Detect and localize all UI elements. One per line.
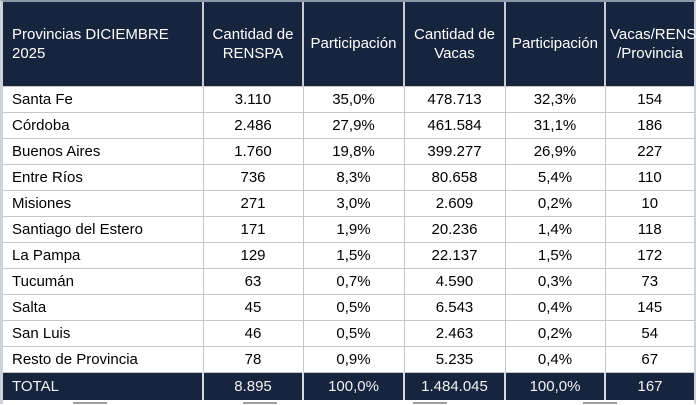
value-cell: 186 <box>605 112 694 139</box>
value-cell: 0,2% <box>505 190 606 217</box>
value-cell: 80.658 <box>404 164 506 191</box>
table-row: Salta 45 0,5% 6.543 0,4% 145 <box>3 294 694 321</box>
province-name-cell: Misiones <box>3 190 204 217</box>
table-row: Tucumán 63 0,7% 4.590 0,3% 73 <box>3 268 694 295</box>
value-cell: 46 <box>203 320 304 347</box>
value-cell: 10 <box>605 190 694 217</box>
table-row: Resto de Provincia 78 0,9% 5.235 0,4% 67 <box>3 346 694 373</box>
value-cell: 1,9% <box>303 216 405 243</box>
value-cell: 6.543 <box>404 294 506 321</box>
total-value-cell: 1.484.045 <box>404 372 506 400</box>
value-cell: 26,9% <box>505 138 606 165</box>
value-cell: 0,4% <box>505 294 606 321</box>
total-label-cell: TOTAL <box>3 372 204 400</box>
total-value-cell: 100,0% <box>303 372 405 400</box>
total-value-cell: 167 <box>605 372 694 400</box>
value-cell: 19,8% <box>303 138 405 165</box>
value-cell: 118 <box>605 216 694 243</box>
table-row: Córdoba 2.486 27,9% 461.584 31,1% 186 <box>3 112 694 139</box>
value-cell: 4.590 <box>404 268 506 295</box>
value-cell: 0,2% <box>505 320 606 347</box>
value-cell: 110 <box>605 164 694 191</box>
value-cell: 129 <box>203 242 304 269</box>
table-row: Buenos Aires 1.760 19,8% 399.277 26,9% 227 <box>3 138 694 165</box>
value-cell: 32,3% <box>505 86 606 113</box>
value-cell: 35,0% <box>303 86 405 113</box>
value-cell: 31,1% <box>505 112 606 139</box>
table-row: Entre Ríos 736 8,3% 80.658 5,4% 110 <box>3 164 694 191</box>
total-row: TOTAL 8.895 100,0% 1.484.045 100,0% 167 <box>3 372 694 400</box>
table-row: Santa Fe 3.110 35,0% 478.713 32,3% 154 <box>3 86 694 113</box>
value-cell: 171 <box>203 216 304 243</box>
header-row: Provincias DICIEMBRE 2025 Cantidad de REN… <box>3 2 696 87</box>
value-cell: 67 <box>605 346 694 373</box>
value-cell: 0,5% <box>303 320 405 347</box>
province-name-cell: Santiago del Estero <box>3 216 204 243</box>
value-cell: 227 <box>605 138 694 165</box>
value-cell: 0,7% <box>303 268 405 295</box>
value-cell: 2.609 <box>404 190 506 217</box>
value-cell: 73 <box>605 268 694 295</box>
province-name-cell: Santa Fe <box>3 86 204 113</box>
table-total-row: TOTAL 8.895 100,0% 1.484.045 100,0% 167 <box>3 372 694 400</box>
value-cell: 145 <box>605 294 694 321</box>
table-row: Santiago del Estero 171 1,9% 20.236 1,4% 118 <box>3 216 694 243</box>
value-cell: 54 <box>605 320 694 347</box>
table-header: Provincias DICIEMBRE 2025 Cantidad de REN… <box>3 2 696 87</box>
value-cell: 1,4% <box>505 216 606 243</box>
value-cell: 5,4% <box>505 164 606 191</box>
value-cell: 3.110 <box>203 86 304 113</box>
header-cell-cantidad-renspa: Cantidad de RENSPA <box>203 2 304 87</box>
header-cell-cantidad-vacas: Cantidad de Vacas <box>404 2 506 87</box>
value-cell: 1,5% <box>505 242 606 269</box>
province-name-cell: San Luis <box>3 320 204 347</box>
value-cell: 2.486 <box>203 112 304 139</box>
province-name-cell: Buenos Aires <box>3 138 204 165</box>
header-cell-provincias: Provincias DICIEMBRE 2025 <box>3 2 204 87</box>
value-cell: 0,4% <box>505 346 606 373</box>
value-cell: 22.137 <box>404 242 506 269</box>
province-name-cell: Córdoba <box>3 112 204 139</box>
value-cell: 78 <box>203 346 304 373</box>
value-cell: 63 <box>203 268 304 295</box>
value-cell: 0,3% <box>505 268 606 295</box>
value-cell: 1,5% <box>303 242 405 269</box>
province-name-cell: La Pampa <box>3 242 204 269</box>
header-cell-participacion-renspa: Participación <box>303 2 405 87</box>
province-name-cell: Resto de Provincia <box>3 346 204 373</box>
header-cell-vacas-renspa-provincia: Vacas/RENSPA /Provincia <box>605 2 696 87</box>
cutoff-next-row-strip <box>3 400 694 405</box>
value-cell: 0,9% <box>303 346 405 373</box>
value-cell: 154 <box>605 86 694 113</box>
table-body: Santa Fe 3.110 35,0% 478.713 32,3% 154 Córdoba… <box>3 86 694 373</box>
value-cell: 8,3% <box>303 164 405 191</box>
value-cell: 27,9% <box>303 112 405 139</box>
value-cell: 271 <box>203 190 304 217</box>
value-cell: 0,5% <box>303 294 405 321</box>
table-row: Misiones 271 3,0% 2.609 0,2% 10 <box>3 190 694 217</box>
total-value-cell: 100,0% <box>505 372 606 400</box>
value-cell: 20.236 <box>404 216 506 243</box>
province-name-cell: Salta <box>3 294 204 321</box>
value-cell: 461.584 <box>404 112 506 139</box>
table-row: San Luis 46 0,5% 2.463 0,2% 54 <box>3 320 694 347</box>
value-cell: 3,0% <box>303 190 405 217</box>
value-cell: 2.463 <box>404 320 506 347</box>
value-cell: 172 <box>605 242 694 269</box>
value-cell: 399.277 <box>404 138 506 165</box>
value-cell: 478.713 <box>404 86 506 113</box>
province-name-cell: Tucumán <box>3 268 204 295</box>
value-cell: 1.760 <box>203 138 304 165</box>
table-row: La Pampa 129 1,5% 22.137 1,5% 172 <box>3 242 694 269</box>
province-name-cell: Entre Ríos <box>3 164 204 191</box>
header-cell-participacion-vacas: Participación <box>505 2 606 87</box>
value-cell: 736 <box>203 164 304 191</box>
value-cell: 45 <box>203 294 304 321</box>
total-value-cell: 8.895 <box>203 372 304 400</box>
value-cell: 5.235 <box>404 346 506 373</box>
provinces-table: Provincias DICIEMBRE 2025 Cantidad de REN… <box>3 2 696 400</box>
